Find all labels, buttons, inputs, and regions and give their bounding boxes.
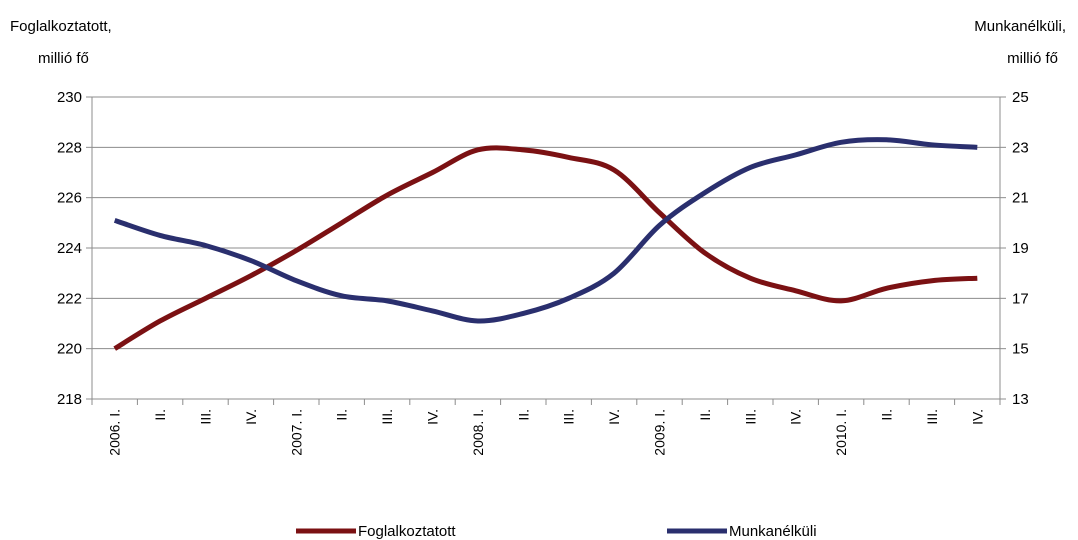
x-tick-label: II.	[152, 409, 168, 421]
right-axis-title-line2: millió fő	[1007, 50, 1058, 67]
x-tick-label: III.	[379, 409, 395, 425]
x-tick-label: 2006. I.	[107, 409, 123, 456]
right-tick-label: 21	[1012, 190, 1029, 207]
x-axis: 2006. I. II. III. IV. 2007. I. II. III. IV. 2008…	[91, 399, 1001, 456]
left-axis-title-line1: Foglalkoztatott,	[10, 18, 112, 35]
x-tick-label: III.	[198, 409, 214, 425]
x-tick-label: 2010. I.	[833, 409, 849, 456]
right-axis: 13 15 17 19 21 23 25	[1000, 89, 1029, 408]
left-tick-label: 226	[57, 190, 82, 207]
legend-label-foglalkoztatott: Foglalkoztatott	[358, 523, 456, 540]
x-tick-label: III.	[742, 409, 758, 425]
right-tick-label: 13	[1012, 391, 1029, 408]
x-tick-label: II.	[334, 409, 350, 421]
right-tick-label: 19	[1012, 240, 1029, 257]
x-tick-label: 2007. I.	[288, 409, 304, 456]
x-tick-label: III.	[561, 409, 577, 425]
left-tick-label: 230	[57, 89, 82, 106]
x-tick-label: IV.	[425, 409, 441, 425]
x-tick-label: IV.	[788, 409, 804, 425]
x-tick-label: IV.	[969, 409, 985, 425]
plot-area-frame	[91, 97, 1001, 400]
legend-label-munkanelkuli: Munkanélküli	[729, 523, 817, 540]
x-tick-label: II.	[697, 409, 713, 421]
left-tick-label: 220	[57, 341, 82, 358]
x-tick-label: 2008. I.	[470, 409, 486, 456]
series-line-munkanelkuli	[113, 137, 978, 324]
series-lines	[113, 137, 978, 351]
left-tick-label: 222	[57, 290, 82, 307]
x-tick-label: II.	[879, 409, 895, 421]
left-tick-label: 218	[57, 391, 82, 408]
x-tick-label: IV.	[606, 409, 622, 425]
right-tick-label: 25	[1012, 89, 1029, 106]
right-tick-label: 17	[1012, 290, 1029, 307]
left-tick-label: 224	[57, 240, 82, 257]
x-tick-label: IV.	[243, 409, 259, 425]
gridlines	[92, 96, 1000, 400]
right-tick-label: 15	[1012, 341, 1029, 358]
series-line-foglalkoztatott	[113, 145, 978, 351]
left-axis-title-line2: millió fő	[38, 50, 89, 67]
left-axis: 218 220 222 224 226 228 230	[57, 89, 92, 408]
legend: Foglalkoztatott Munkanélküli	[296, 523, 817, 540]
x-tick-label: II.	[515, 409, 531, 421]
x-tick-label: III.	[924, 409, 940, 425]
x-tick-label: 2009. I.	[652, 409, 668, 456]
right-axis-title-line1: Munkanélküli,	[974, 18, 1066, 35]
left-tick-label: 228	[57, 139, 82, 156]
right-tick-label: 23	[1012, 139, 1029, 156]
